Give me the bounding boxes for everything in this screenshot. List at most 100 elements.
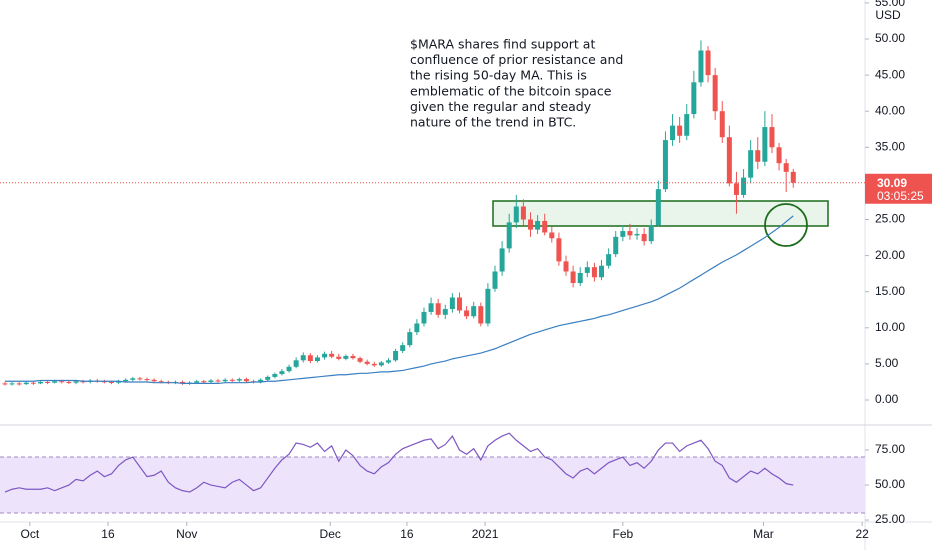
candle-body <box>726 137 732 184</box>
candle-body <box>783 163 789 172</box>
last-price-label: 30.09 <box>877 176 907 190</box>
candle-body <box>492 271 498 289</box>
candle-body <box>421 311 427 324</box>
candle-body <box>762 127 768 162</box>
candle-body <box>542 220 548 233</box>
candle-body <box>300 355 306 361</box>
candle-body <box>528 219 534 230</box>
candle-body <box>215 380 221 382</box>
candle-body <box>456 297 462 311</box>
candle-body <box>286 366 292 372</box>
x-tick-label: Feb <box>612 527 633 541</box>
x-tick-label: Oct <box>20 527 39 541</box>
candle-body <box>364 361 370 364</box>
candle-body <box>322 353 328 358</box>
candle-body <box>385 360 391 363</box>
candle-body <box>201 381 207 383</box>
candle-body <box>655 189 661 226</box>
currency-label: USD <box>875 8 901 22</box>
candle-body <box>45 381 51 383</box>
candle-body <box>123 379 129 382</box>
x-tick-label: Nov <box>176 527 197 541</box>
y-tick-label: 0.00 <box>875 392 899 406</box>
candle-body <box>73 381 79 383</box>
candle-body <box>520 206 526 220</box>
candle-body <box>393 350 399 361</box>
annotation-line: confluence of prior resistance and <box>410 52 623 67</box>
candle-body <box>691 82 697 115</box>
candle-body <box>513 206 519 223</box>
candle-body <box>16 383 22 385</box>
candle-body <box>485 288 491 324</box>
candle-body <box>577 272 583 284</box>
candle-body <box>407 332 413 346</box>
candle-body <box>464 310 470 317</box>
candle-body <box>705 50 711 76</box>
candle-body <box>733 183 739 195</box>
candle-body <box>23 382 29 385</box>
candle-body <box>684 114 690 136</box>
y-tick-label: 75.00 <box>875 442 905 456</box>
candle-body <box>435 303 441 315</box>
candle-body <box>307 355 313 362</box>
candle-body <box>769 127 775 148</box>
y-tick-label: 45.00 <box>875 67 905 81</box>
candle-body <box>279 371 285 375</box>
x-tick-label: 2021 <box>472 527 499 541</box>
candle-body <box>59 381 65 383</box>
candle-body <box>634 233 640 236</box>
y-tick-label: 25.00 <box>875 212 905 226</box>
candle-body <box>471 306 477 317</box>
candle-body <box>116 381 122 383</box>
candle-body <box>400 345 406 351</box>
candle-body <box>314 357 320 362</box>
candle-body <box>30 382 36 384</box>
annotation-line: emblematic of the bitcoin space <box>410 83 612 98</box>
y-tick-label: 25.00 <box>875 512 905 526</box>
y-tick-label: 35.00 <box>875 139 905 153</box>
candle-body <box>336 356 342 359</box>
candle-body <box>208 380 214 382</box>
countdown-label: 03:05:25 <box>877 189 924 203</box>
candle-body <box>371 363 377 366</box>
candle-body <box>350 355 356 359</box>
candle-body <box>222 379 228 382</box>
candle-body <box>428 303 434 312</box>
candle-body <box>9 383 15 385</box>
candle-body <box>648 225 654 242</box>
candle-body <box>677 125 683 136</box>
candle-body <box>556 238 562 262</box>
x-tick-label: 16 <box>400 527 414 541</box>
annotation-line: nature of the trend in BTC. <box>410 115 576 130</box>
candle-body <box>599 265 605 278</box>
annotation-line: the rising 50-day MA. This is <box>410 68 587 83</box>
candle-body <box>698 50 704 83</box>
candle-body <box>158 381 164 383</box>
candle-body <box>627 231 633 236</box>
y-tick-label: 50.00 <box>875 31 905 45</box>
candle-body <box>137 378 143 380</box>
rsi-band <box>0 457 865 514</box>
y-tick-label: 10.00 <box>875 320 905 334</box>
candle-body <box>741 177 747 195</box>
candle-body <box>265 376 271 380</box>
candle-body <box>180 381 186 384</box>
candle-body <box>37 381 43 384</box>
y-tick-label: 5.00 <box>875 356 899 370</box>
x-tick-label: Dec <box>320 527 341 541</box>
candle-body <box>506 222 512 249</box>
candle-body <box>442 309 448 315</box>
candle-body <box>144 379 150 381</box>
candle-body <box>499 248 505 272</box>
candle-body <box>272 374 278 377</box>
candle-body <box>776 147 782 164</box>
candle-body <box>293 360 299 367</box>
candle-body <box>748 150 754 178</box>
support-circle <box>764 203 808 247</box>
y-tick-label: 20.00 <box>875 248 905 262</box>
candle-body <box>108 381 114 383</box>
candle-body <box>478 306 484 324</box>
candle-body <box>2 383 8 385</box>
